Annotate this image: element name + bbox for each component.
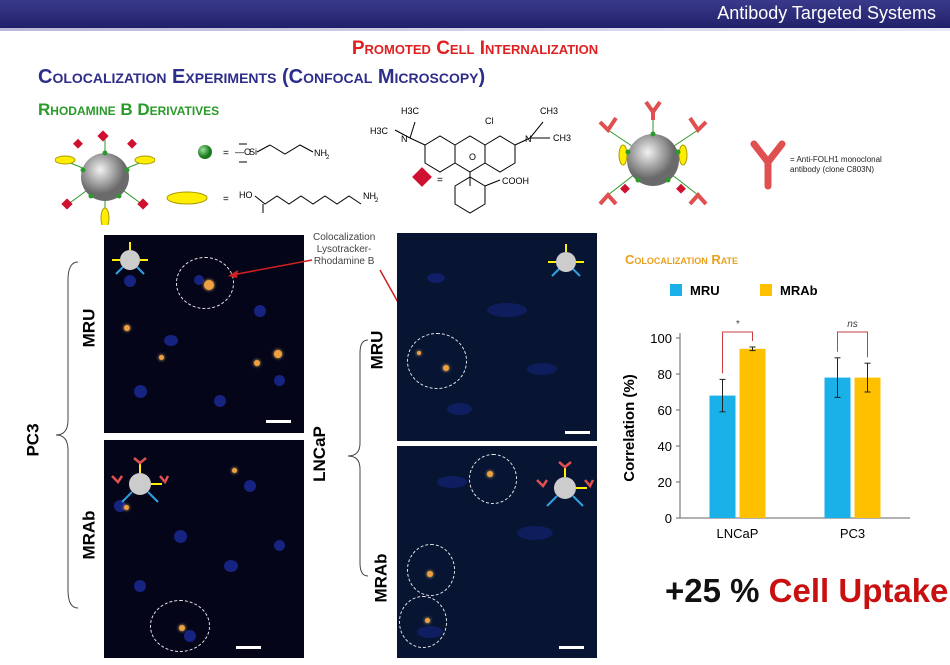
lncap-label: LNCaP <box>309 426 329 482</box>
eq-sign: = <box>223 148 229 159</box>
header-title: Antibody Targeted Systems <box>717 3 936 23</box>
significance-bracket <box>722 331 753 374</box>
header-divider <box>0 28 950 31</box>
y-tick-label: 20 <box>658 475 672 490</box>
amine-linker-icon: = —O Si NH 2 <box>198 143 330 163</box>
rhod-h3c-left: H3C <box>370 126 389 136</box>
svg-text:O: O <box>469 152 476 162</box>
rhod-ch3-right: CH3 <box>553 133 571 143</box>
uptake-callout: +25 % Cell Uptake <box>665 572 948 610</box>
rhod-cooh: COOH <box>502 176 529 186</box>
svg-text:2: 2 <box>326 155 330 161</box>
lncap-mru-label: MRU <box>367 330 387 370</box>
significance-label: * <box>736 319 741 330</box>
slide-title: Promoted Cell Internalization <box>351 38 599 59</box>
y-tick-label: 40 <box>658 439 672 454</box>
chart-title: Colocalization Rate <box>625 252 738 267</box>
y-tick-label: 80 <box>658 367 672 382</box>
rhod-ch3-top: CH3 <box>540 106 558 116</box>
significance-bracket <box>837 331 868 358</box>
y-tick-label: 0 <box>665 511 672 526</box>
lncap-bracket <box>347 339 369 577</box>
lncap-mru-np-icon <box>548 244 584 277</box>
y-axis-label: Correlation (%) <box>621 374 638 482</box>
svg-text:Si: Si <box>249 147 257 157</box>
uptake-text: Cell Uptake <box>768 572 949 609</box>
header-bar: Antibody Targeted Systems <box>0 0 950 28</box>
svg-text:=: = <box>223 194 229 205</box>
y-tick-label: 100 <box>650 331 672 346</box>
antibody-legend-text: = Anti-FOLH1 monoclonal antibody (clone … <box>790 155 882 174</box>
nanoparticle-mru-icon <box>55 130 155 225</box>
pc3-mrab-np-icon <box>111 457 170 503</box>
uptake-value: +25 % <box>665 572 760 609</box>
significance-label: ns <box>847 319 858 330</box>
pc3-mrab-label: MRAb <box>79 510 99 560</box>
x-tick-label: LNCaP <box>717 526 759 541</box>
rhod-h3c-top: H3C <box>401 106 420 116</box>
silane-nh2: NH <box>314 148 327 158</box>
bar-mrab-pc3 <box>854 377 881 518</box>
pc3-label: PC3 <box>23 423 43 457</box>
colocalization-annotation: Colocalization Lysotracker- Rhodamine B <box>313 232 376 267</box>
svg-text:2: 2 <box>375 198 379 204</box>
rhodamine-b-structure: O N N H3C H3C CH3 CH3 Cl COOH = <box>370 106 571 214</box>
rhod-n-right: N <box>525 134 532 144</box>
colocalization-chart: Colocalization Rate MRU MRAb 0 20 40 60 80 100 Co… <box>621 252 910 541</box>
svg-text:=: = <box>437 175 443 186</box>
legend-label-mru: MRU <box>690 283 720 298</box>
fatty-linker-icon: = HO NH 2 <box>166 190 379 213</box>
slide-subtitle: Colocalization Experiments (Confocal Mic… <box>38 66 486 88</box>
legend-label-mrab: MRAb <box>780 283 818 298</box>
nanoparticle-mrab-icon <box>598 100 708 206</box>
lncap-mrab-label: MRAb <box>371 553 391 603</box>
section-subtitle: Rhodamine B Derivatives <box>38 100 220 119</box>
acid-ho: HO <box>239 190 253 200</box>
rhod-cl: Cl <box>485 116 494 126</box>
svg-text:—O: —O <box>235 147 251 157</box>
antibody-icon <box>750 140 786 190</box>
lncap-mrab-np-icon <box>536 461 595 507</box>
x-tick-label: PC3 <box>840 526 865 541</box>
acid-nh2: NH <box>363 191 376 201</box>
pc3-bracket <box>55 261 79 609</box>
pc3-mru-label: MRU <box>79 308 99 348</box>
pc3-mru-np-icon <box>112 242 148 275</box>
legend-swatch-mrab <box>760 284 772 296</box>
legend-swatch-mru <box>670 284 682 296</box>
bar-mru-lncap <box>709 395 736 518</box>
bar-mrab-lncap <box>739 348 766 518</box>
y-tick-label: 60 <box>658 403 672 418</box>
rhod-n-left: N <box>401 134 408 144</box>
bar-mru-pc3 <box>824 377 851 518</box>
